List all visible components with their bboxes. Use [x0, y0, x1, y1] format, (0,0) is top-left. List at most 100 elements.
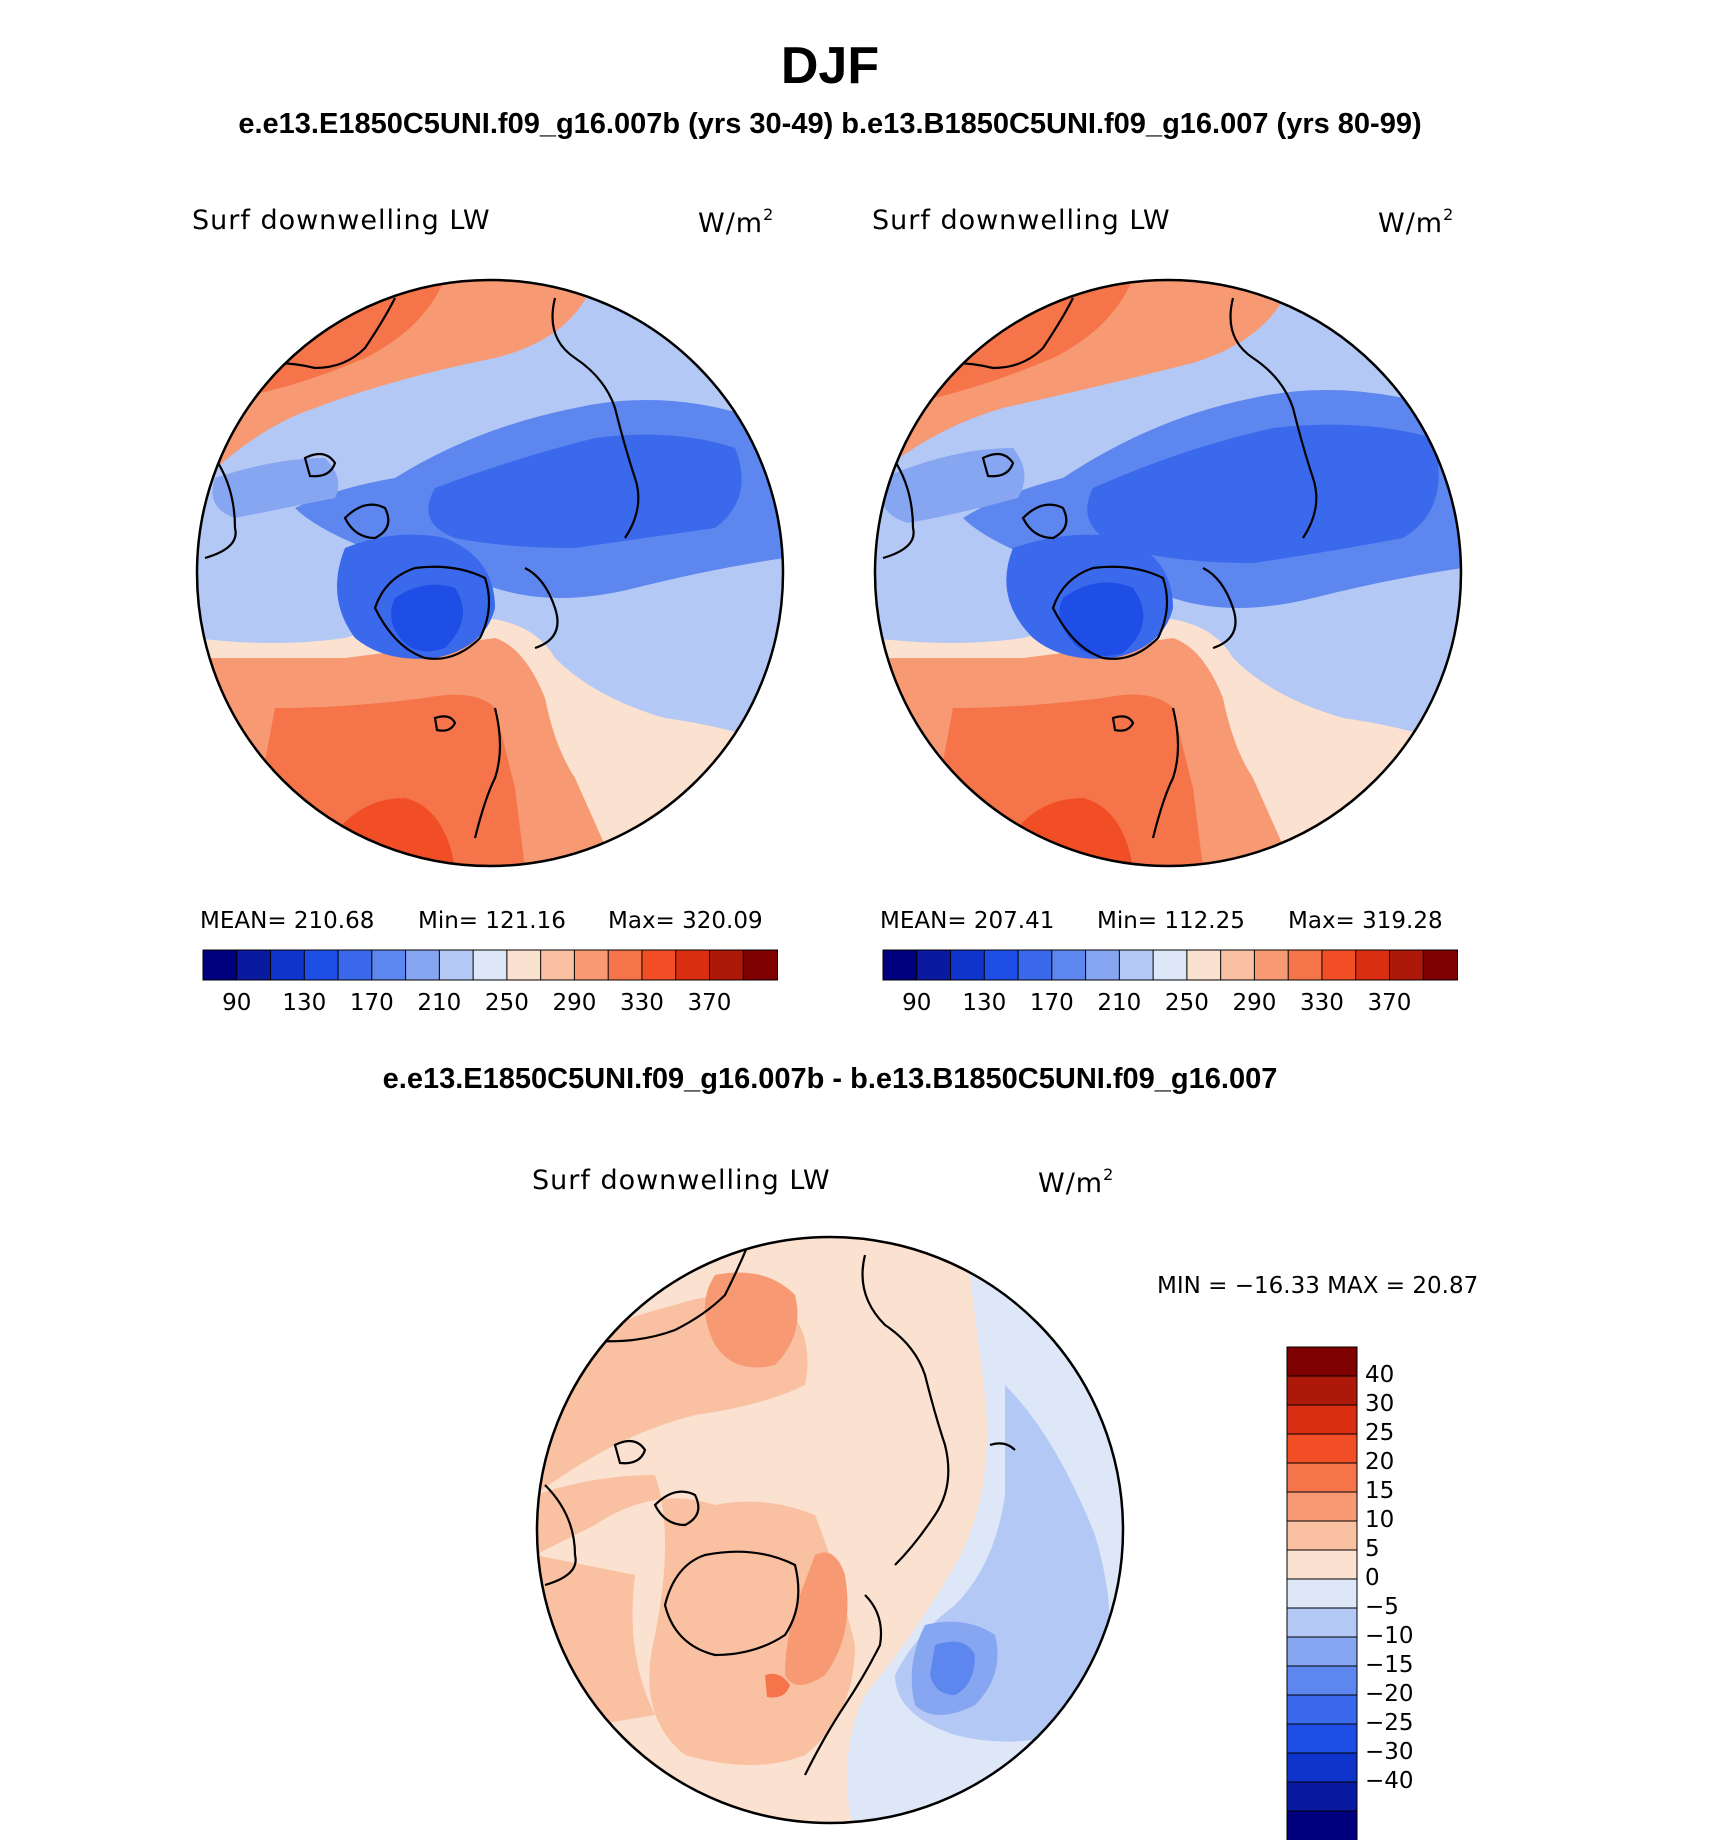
colorbar-panel2-swatch — [1321, 949, 1357, 981]
colorbar-panel1 — [202, 949, 778, 981]
colorbar-panel2-tick-label: 250 — [1164, 990, 1209, 1016]
colorbar-panel2-swatch — [1085, 949, 1121, 981]
colorbar-difference-swatch — [1286, 1346, 1358, 1377]
panel1-max-stat: Max= 320.09 — [608, 908, 763, 934]
colorbar-panel1-swatch — [337, 949, 373, 981]
colorbar-difference-tick-label: 0 — [1365, 1565, 1380, 1591]
colorbar-difference-swatch — [1286, 1404, 1358, 1435]
colorbar-difference-swatch — [1286, 1723, 1358, 1754]
colorbar-panel1-tick-label: 210 — [417, 990, 462, 1016]
colorbar-difference-swatch — [1286, 1665, 1358, 1696]
panel2-min-stat: Min= 112.25 — [1097, 908, 1245, 934]
colorbar-difference-swatch — [1286, 1810, 1358, 1840]
colorbar-panel2-swatch — [1051, 949, 1087, 981]
colorbar-panel2-swatch — [1152, 949, 1188, 981]
colorbar-panel2-swatch — [1186, 949, 1222, 981]
colorbar-panel1-swatch — [641, 949, 677, 981]
colorbar-difference-swatch — [1286, 1578, 1358, 1609]
colorbar-panel2-tick-label: 330 — [1299, 990, 1344, 1016]
colorbar-panel2-swatch — [1017, 949, 1053, 981]
colorbar-panel2-tick-label: 370 — [1367, 990, 1412, 1016]
colorbar-difference-ticks: 40 30 25 20 15 10 5 0 −5 −10 −15 −20 −25 −30 −40 — [1365, 1347, 1435, 1840]
colorbar-panel2-swatch — [950, 949, 986, 981]
colorbar-panel1-swatch — [675, 949, 711, 981]
colorbar-difference-swatch — [1286, 1607, 1358, 1638]
colorbar-panel2-swatch — [1220, 949, 1256, 981]
panel2-units-label: W/m2 — [1378, 205, 1455, 239]
colorbar-difference — [1286, 1346, 1358, 1840]
colorbar-panel2-swatch — [916, 949, 952, 981]
season-title: DJF — [780, 37, 880, 95]
colorbar-panel1-swatch — [742, 949, 778, 981]
colorbar-difference-tick-label: 25 — [1365, 1420, 1395, 1446]
colorbar-difference-swatch — [1286, 1520, 1358, 1551]
colorbar-panel1-tick-label: 330 — [619, 990, 664, 1016]
colorbar-panel2-swatch — [1422, 949, 1458, 981]
map-difference — [535, 1235, 1125, 1825]
panel2-variable-label: Surf downwelling LW — [872, 205, 1171, 236]
map-panel2 — [873, 278, 1463, 868]
colorbar-difference-tick-label: 10 — [1365, 1507, 1395, 1533]
colorbar-panel1-tick-label: 250 — [484, 990, 529, 1016]
colorbar-panel2-tick-label: 290 — [1232, 990, 1277, 1016]
diff-units-label: W/m2 — [1038, 1165, 1115, 1199]
colorbar-difference-tick-label: 15 — [1365, 1478, 1395, 1504]
colorbar-panel1-tick-label: 170 — [349, 990, 394, 1016]
panel1-mean-stat: MEAN= 210.68 — [200, 908, 375, 934]
colorbar-difference-tick-label: 40 — [1365, 1362, 1395, 1388]
colorbar-panel2-tick-label: 210 — [1097, 990, 1142, 1016]
diff-variable-label: Surf downwelling LW — [532, 1165, 831, 1196]
colorbar-panel2-swatch — [882, 949, 918, 981]
colorbar-difference-tick-label: −10 — [1365, 1623, 1414, 1649]
colorbar-panel2-swatch — [1287, 949, 1323, 981]
colorbar-panel1-swatch — [506, 949, 542, 981]
colorbar-difference-tick-label: −5 — [1365, 1594, 1399, 1620]
colorbar-panel1-swatch — [236, 949, 272, 981]
panel1-variable-label: Surf downwelling LW — [192, 205, 491, 236]
panel2-max-stat: Max= 319.28 — [1288, 908, 1443, 934]
colorbar-panel1-swatch — [270, 949, 306, 981]
map-panel1 — [195, 278, 785, 868]
colorbar-difference-swatch — [1286, 1491, 1358, 1522]
panel2-mean-stat: MEAN= 207.41 — [880, 908, 1055, 934]
colorbar-panel1-swatch — [607, 949, 643, 981]
colorbar-panel1-tick-label: 90 — [222, 990, 252, 1016]
colorbar-panel2-swatch — [1388, 949, 1425, 981]
colorbar-difference-tick-label: 20 — [1365, 1449, 1395, 1475]
colorbar-panel1-swatch — [573, 949, 610, 981]
colorbar-difference-tick-label: −30 — [1365, 1739, 1414, 1765]
colorbar-difference-tick-label: 5 — [1365, 1536, 1380, 1562]
colorbar-panel2-ticks: 90 130 170 210 250 290 330 370 — [883, 990, 1457, 1020]
panel1-units-label: W/m2 — [698, 205, 775, 239]
colorbar-panel1-swatch — [202, 949, 238, 981]
colorbar-difference-swatch — [1286, 1636, 1358, 1667]
colorbar-panel2-swatch — [1118, 949, 1155, 981]
colorbar-panel1-swatch — [405, 949, 441, 981]
colorbar-difference-swatch — [1286, 1375, 1358, 1406]
colorbar-panel2-swatch — [1355, 949, 1391, 981]
difference-title: e.e13.E1850C5UNI.f09_g16.007b - b.e13.B1… — [382, 1063, 1278, 1095]
cases-subtitle: e.e13.E1850C5UNI.f09_g16.007b (yrs 30-49… — [238, 108, 1422, 140]
panel1-min-stat: Min= 121.16 — [418, 908, 566, 934]
colorbar-difference-swatch — [1286, 1694, 1358, 1725]
colorbar-panel1-swatch — [708, 949, 745, 981]
colorbar-panel2-tick-label: 90 — [902, 990, 932, 1016]
colorbar-difference-swatch — [1286, 1549, 1358, 1580]
colorbar-panel1-swatch — [371, 949, 407, 981]
colorbar-panel1-swatch — [472, 949, 508, 981]
diff-minmax-stat: MIN = −16.33 MAX = 20.87 — [1157, 1273, 1479, 1299]
colorbar-panel1-swatch — [540, 949, 576, 981]
colorbar-difference-tick-label: −20 — [1365, 1681, 1414, 1707]
colorbar-difference-swatch — [1286, 1781, 1358, 1812]
colorbar-difference-swatch — [1286, 1752, 1358, 1783]
colorbar-panel2 — [882, 949, 1458, 981]
colorbar-panel1-swatch — [438, 949, 475, 981]
colorbar-panel2-tick-label: 130 — [962, 990, 1007, 1016]
colorbar-difference-tick-label: 30 — [1365, 1391, 1395, 1417]
colorbar-panel1-tick-label: 130 — [282, 990, 327, 1016]
colorbar-panel1-ticks: 90 130 170 210 250 290 330 370 — [203, 990, 777, 1020]
colorbar-panel1-tick-label: 370 — [687, 990, 732, 1016]
colorbar-difference-tick-label: −40 — [1365, 1768, 1414, 1794]
colorbar-panel2-swatch — [983, 949, 1020, 981]
colorbar-panel1-tick-label: 290 — [552, 990, 597, 1016]
